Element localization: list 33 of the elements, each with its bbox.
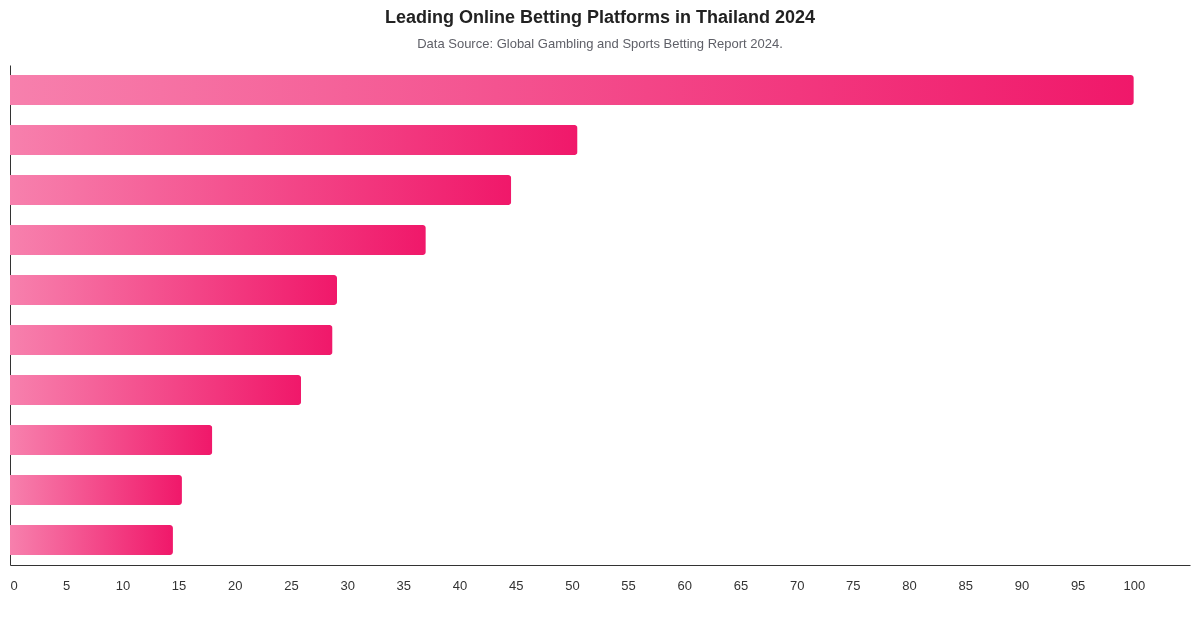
- x-tick-label: 65: [733, 577, 749, 593]
- x-tick-label: 90: [1014, 577, 1030, 593]
- bar: [10, 175, 512, 205]
- x-tick-label: 85: [958, 577, 973, 593]
- x-tick-label: 10: [115, 577, 131, 593]
- x-tick-label: 25: [284, 577, 299, 593]
- x-tick-label: 35: [396, 577, 412, 593]
- x-tick-label: 75: [846, 577, 861, 593]
- x-tick-label: 70: [789, 577, 805, 593]
- x-tick-label: 100: [1123, 577, 1146, 593]
- chart-subtitle: Data Source: Global Gambling and Sports Betting Report 2024.: [417, 36, 783, 51]
- bar: [10, 275, 338, 305]
- bar: [10, 225, 426, 255]
- bar: [10, 375, 302, 405]
- x-tick-label: 95: [1070, 577, 1086, 593]
- x-tick-label: 45: [508, 577, 524, 593]
- x-tick-label: 30: [340, 577, 355, 593]
- x-tick-label: 50: [565, 577, 580, 593]
- x-tick-label: 5: [63, 577, 71, 593]
- x-tick-label: 0: [10, 577, 18, 593]
- x-tick-label: 40: [452, 577, 468, 593]
- x-tick-label: 20: [228, 577, 243, 593]
- x-tick-label: 80: [902, 577, 917, 593]
- x-tick-label: 15: [171, 577, 187, 593]
- x-tick-label: 60: [677, 577, 693, 593]
- bar: [10, 425, 213, 455]
- bar: [10, 475, 182, 505]
- bar: [10, 75, 1134, 105]
- bar: [10, 525, 173, 555]
- bar: [10, 125, 578, 155]
- chart-title: Leading Online Betting Platforms in Thailand 2024: [384, 7, 816, 27]
- bar: [10, 325, 333, 355]
- x-tick-label: 55: [621, 577, 636, 593]
